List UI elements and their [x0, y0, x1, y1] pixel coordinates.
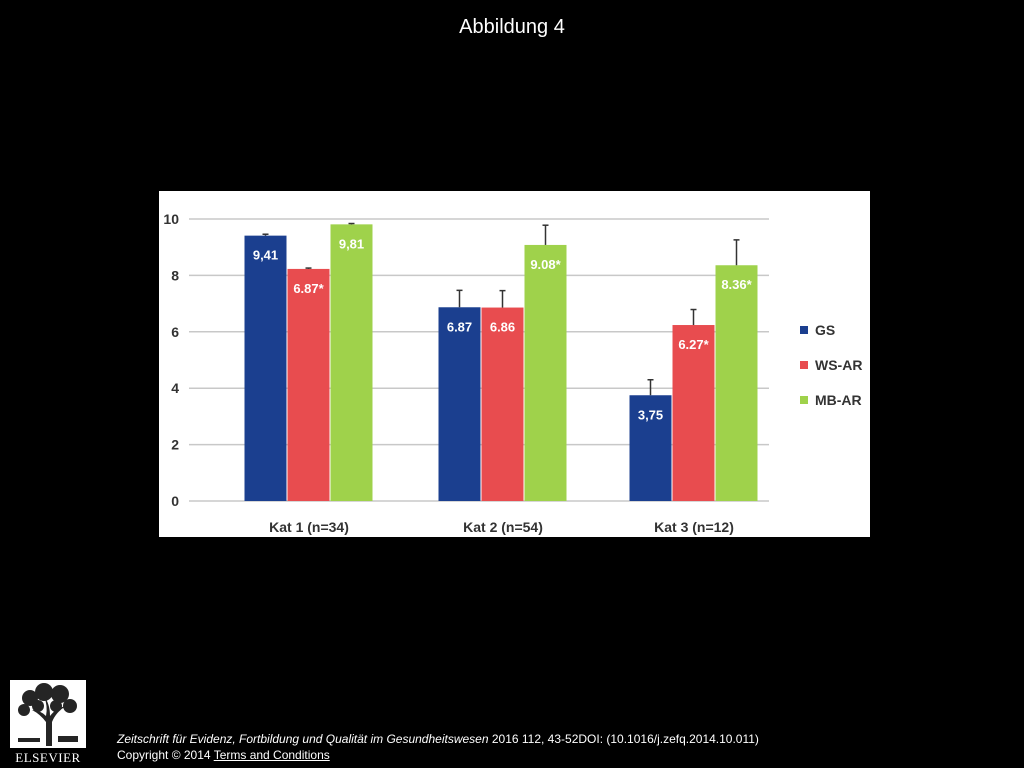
y-tick-label: 4	[171, 380, 179, 396]
legend-swatch	[800, 361, 808, 369]
elsevier-logo-text: ELSEVIER	[15, 750, 81, 765]
y-tick-label: 10	[163, 211, 179, 227]
legend-swatch	[800, 326, 808, 334]
citation-line: Zeitschrift für Evidenz, Fortbildung und…	[117, 731, 759, 747]
x-tick-label: Kat 2 (n=54)	[463, 519, 543, 535]
data-label: 8.36*	[721, 277, 752, 292]
data-label: 9,41	[253, 248, 278, 263]
slide-title: Abbildung 4	[459, 16, 565, 38]
legend-label: MB-AR	[815, 392, 862, 408]
copyright-line: Copyright © 2014 Terms and Conditions	[117, 747, 759, 763]
terms-and-conditions-link[interactable]: Terms and Conditions	[213, 748, 330, 762]
elsevier-tree-icon	[10, 680, 86, 748]
bar	[287, 268, 330, 501]
data-label: 6.87*	[293, 281, 324, 296]
y-tick-label: 8	[171, 267, 179, 283]
legend-label: GS	[815, 322, 835, 338]
y-tick-label: 0	[171, 493, 179, 509]
data-label: 6.27*	[678, 337, 709, 352]
bar	[524, 244, 567, 501]
bar	[330, 224, 373, 501]
journal-name: Zeitschrift für Evidenz, Fortbildung und…	[117, 732, 489, 746]
legend-label: WS-AR	[815, 357, 862, 373]
data-label: 9.08*	[530, 257, 561, 272]
x-tick-label: Kat 3 (n=12)	[654, 519, 734, 535]
bar	[438, 307, 481, 501]
chart-panel: 0 2 4 6 8 10 9,41 6.87* 9,81 Kat 1 (n=34) 6.87 6.86…	[159, 191, 870, 537]
bar	[629, 395, 672, 501]
bar	[672, 325, 715, 501]
bar	[481, 307, 524, 501]
citation-footer: Zeitschrift für Evidenz, Fortbildung und…	[117, 731, 759, 763]
data-label: 6.87	[447, 319, 472, 334]
citation-details: 2016 112, 43-52DOI: (10.1016/j.zefq.2014…	[488, 732, 759, 746]
legend-swatch	[800, 396, 808, 404]
y-tick-label: 6	[171, 324, 179, 340]
bar	[715, 265, 758, 501]
y-tick-label: 2	[171, 437, 179, 453]
x-tick-label: Kat 1 (n=34)	[269, 519, 349, 535]
data-label: 6.86	[490, 320, 515, 335]
data-label: 9,81	[339, 236, 364, 251]
data-label: 3,75	[638, 407, 663, 422]
copyright-text: Copyright © 2014	[117, 748, 214, 762]
bar-chart: 0 2 4 6 8 10 9,41 6.87* 9,81 Kat 1 (n=34) 6.87 6.86…	[163, 211, 862, 535]
bar	[244, 235, 287, 501]
